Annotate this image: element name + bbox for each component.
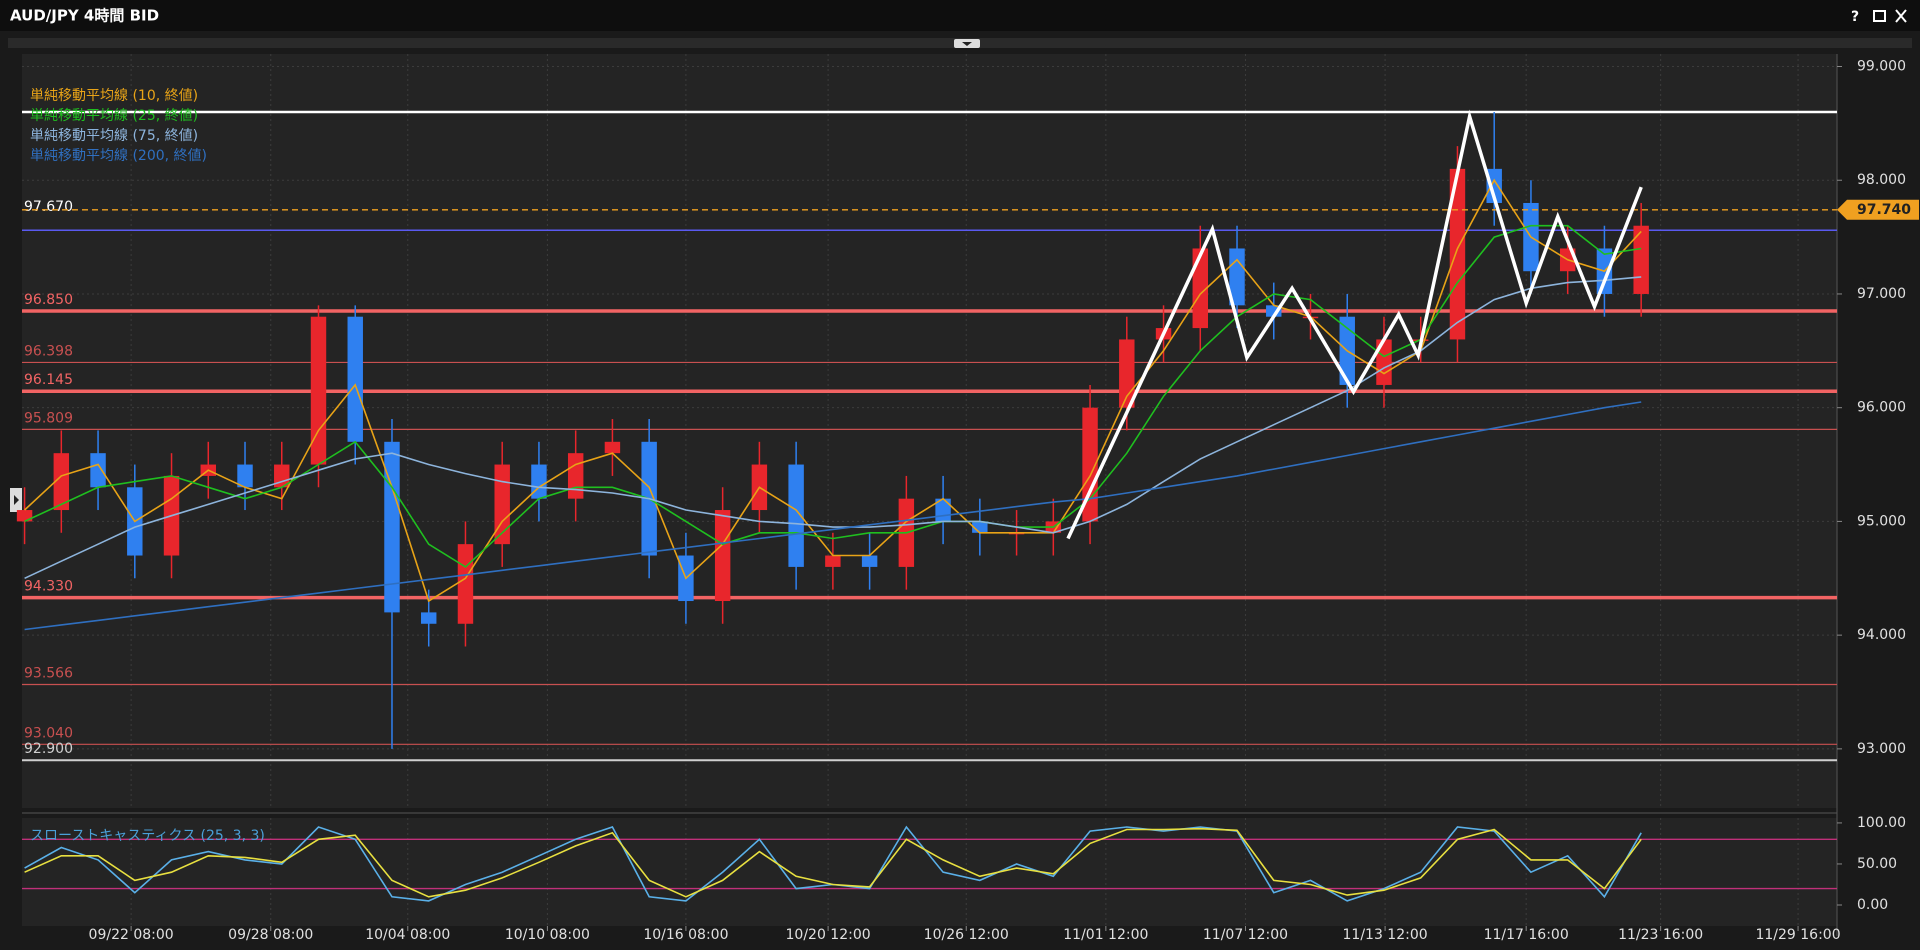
- candle-body: [714, 510, 731, 602]
- candle-body: [494, 464, 510, 545]
- zigzag-line: [1066, 109, 1643, 540]
- y-tick-label: 93.000: [1857, 741, 1906, 757]
- candle-body: [531, 464, 547, 499]
- x-tick-label: 10/16 08:00: [643, 927, 728, 943]
- x-tick-label: 11/17 16:00: [1484, 927, 1569, 943]
- candle-body: [1266, 305, 1282, 317]
- collapse-icon: [962, 42, 972, 46]
- legend-entry: 単純移動平均線 (200, 終値): [30, 148, 207, 164]
- candle-body: [567, 453, 584, 499]
- series-line: [24, 276, 1642, 580]
- candle-body: [384, 441, 400, 613]
- series-line: [24, 401, 1642, 631]
- series-line: [24, 178, 1642, 603]
- y-tick-label: 50.00: [1857, 856, 1897, 872]
- candle-body: [825, 555, 841, 567]
- maximize-button[interactable]: [1873, 10, 1886, 22]
- legend-entry: 単純移動平均線 (75, 終値): [30, 128, 198, 144]
- candle-body: [421, 612, 437, 624]
- x-tick-label: 11/01 12:00: [1063, 927, 1148, 943]
- last-price-tag: [1837, 199, 1919, 220]
- side-tab-icon: [14, 495, 19, 505]
- candle-body: [788, 464, 804, 567]
- y-tick-label: 97.000: [1857, 286, 1906, 302]
- x-tick-label: 10/04 08:00: [365, 927, 450, 943]
- x-tick-label: 10/20 12:00: [786, 927, 871, 943]
- plots: 09/22 08:00 09/28 08:00 10/04 08:00 10/10 0…: [16, 54, 1919, 943]
- candle-body: [1192, 248, 1208, 329]
- candle-body: [1376, 339, 1392, 385]
- candle-body: [310, 316, 327, 465]
- y-tick-label: 0.00: [1857, 897, 1888, 913]
- level-label: 92.900: [24, 741, 73, 757]
- last-price-label: 97.740: [1857, 202, 1911, 218]
- legend-entry: 単純移動平均線 (10, 終値): [30, 88, 198, 104]
- candle-body: [604, 441, 621, 454]
- level-label: 93.040: [24, 725, 73, 741]
- x-tick-label: 11/29 16:00: [1755, 927, 1840, 943]
- legend-entry: 単純移動平均線 (25, 終値): [30, 108, 198, 124]
- y-tick-label: 98.000: [1857, 172, 1906, 188]
- candle-body: [861, 555, 878, 567]
- level-label: 93.566: [24, 665, 73, 681]
- level-label: 95.809: [24, 410, 73, 426]
- level-label: 96.145: [24, 372, 73, 388]
- y-tick-label: 95.000: [1857, 513, 1906, 529]
- x-tick-label: 10/26 12:00: [924, 927, 1009, 943]
- candle-body: [274, 464, 290, 488]
- series-line: [24, 827, 1642, 898]
- title-bar: [0, 0, 1920, 31]
- candle-body: [972, 521, 988, 533]
- y-tick-label: 96.000: [1857, 400, 1906, 416]
- y-tick-label: 99.000: [1857, 59, 1906, 75]
- candle-body: [237, 464, 253, 488]
- stoch-plot-bg: [22, 818, 1837, 926]
- close-button[interactable]: [1895, 9, 1907, 23]
- help-button[interactable]: ?: [1851, 9, 1859, 25]
- candle-body: [53, 453, 70, 511]
- panel-title: スローストキャスティクス (25, 3, 3): [30, 828, 265, 844]
- candle-body: [347, 316, 363, 442]
- x-tick-label: 11/07 12:00: [1203, 927, 1288, 943]
- y-tick-label: 100.00: [1857, 815, 1906, 831]
- candle-body: [16, 510, 33, 522]
- y-tick-label: 94.000: [1857, 627, 1906, 643]
- x-tick-label: 11/13 12:00: [1343, 927, 1428, 943]
- candle-body: [1486, 168, 1502, 203]
- candle-body: [457, 544, 474, 624]
- level-label: 96.850: [24, 292, 73, 308]
- level-label: 97.670: [24, 199, 73, 215]
- candle-body: [1449, 168, 1466, 340]
- level-label: 96.398: [24, 343, 73, 359]
- window-title: AUD/JPY 4時間 BID: [10, 7, 159, 25]
- level-label: 94.330: [24, 579, 73, 595]
- candle-body: [90, 453, 106, 488]
- x-tick-label: 09/22 08:00: [89, 927, 174, 943]
- candle-body: [1633, 225, 1649, 294]
- x-tick-label: 09/28 08:00: [228, 927, 313, 943]
- main-plot-bg: [22, 54, 1837, 808]
- x-tick-label: 11/23 16:00: [1618, 927, 1703, 943]
- x-tick-label: 10/10 08:00: [505, 927, 590, 943]
- series-line: [24, 224, 1642, 568]
